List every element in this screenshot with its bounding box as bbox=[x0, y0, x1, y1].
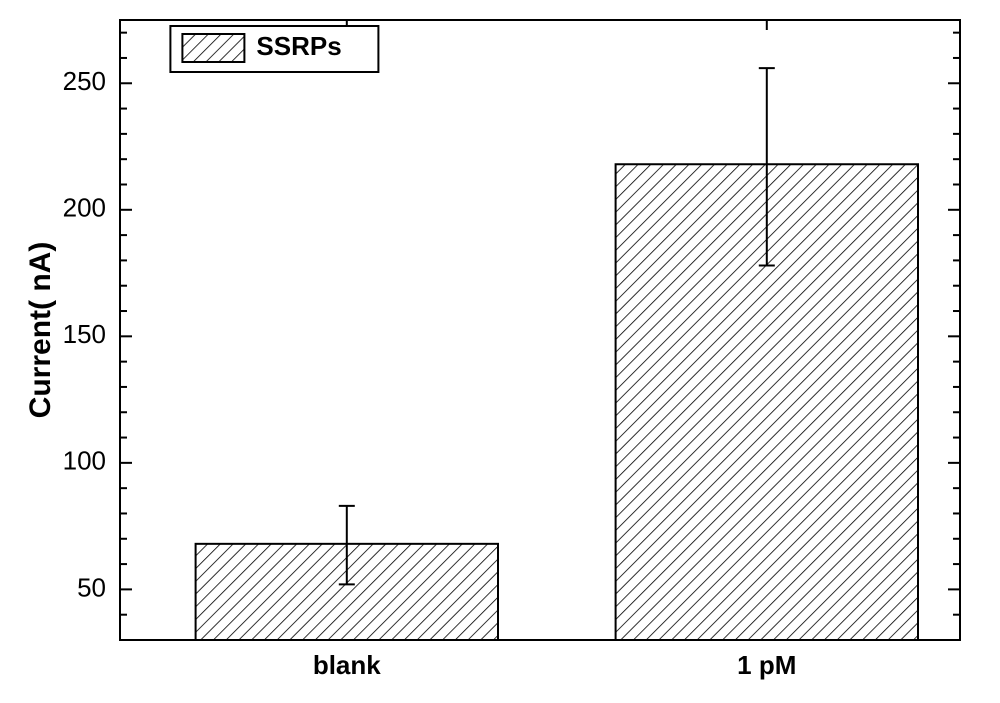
y-tick-label: 250 bbox=[63, 66, 106, 96]
legend: SSRPs bbox=[170, 26, 378, 72]
legend-swatch bbox=[182, 34, 244, 62]
x-category-label: 1 pM bbox=[737, 650, 796, 680]
legend-label: SSRPs bbox=[256, 31, 341, 61]
chart-container: 50 100 150 200 250 Current( nA) blank 1 pM SSRPs bbox=[0, 0, 1000, 703]
x-category-label: blank bbox=[313, 650, 381, 680]
y-tick-label: 200 bbox=[63, 193, 106, 223]
y-axis-label: Current( nA) bbox=[24, 242, 57, 419]
y-tick-label: 50 bbox=[77, 572, 106, 602]
y-tick-label: 100 bbox=[63, 446, 106, 476]
y-tick-label: 150 bbox=[63, 319, 106, 349]
